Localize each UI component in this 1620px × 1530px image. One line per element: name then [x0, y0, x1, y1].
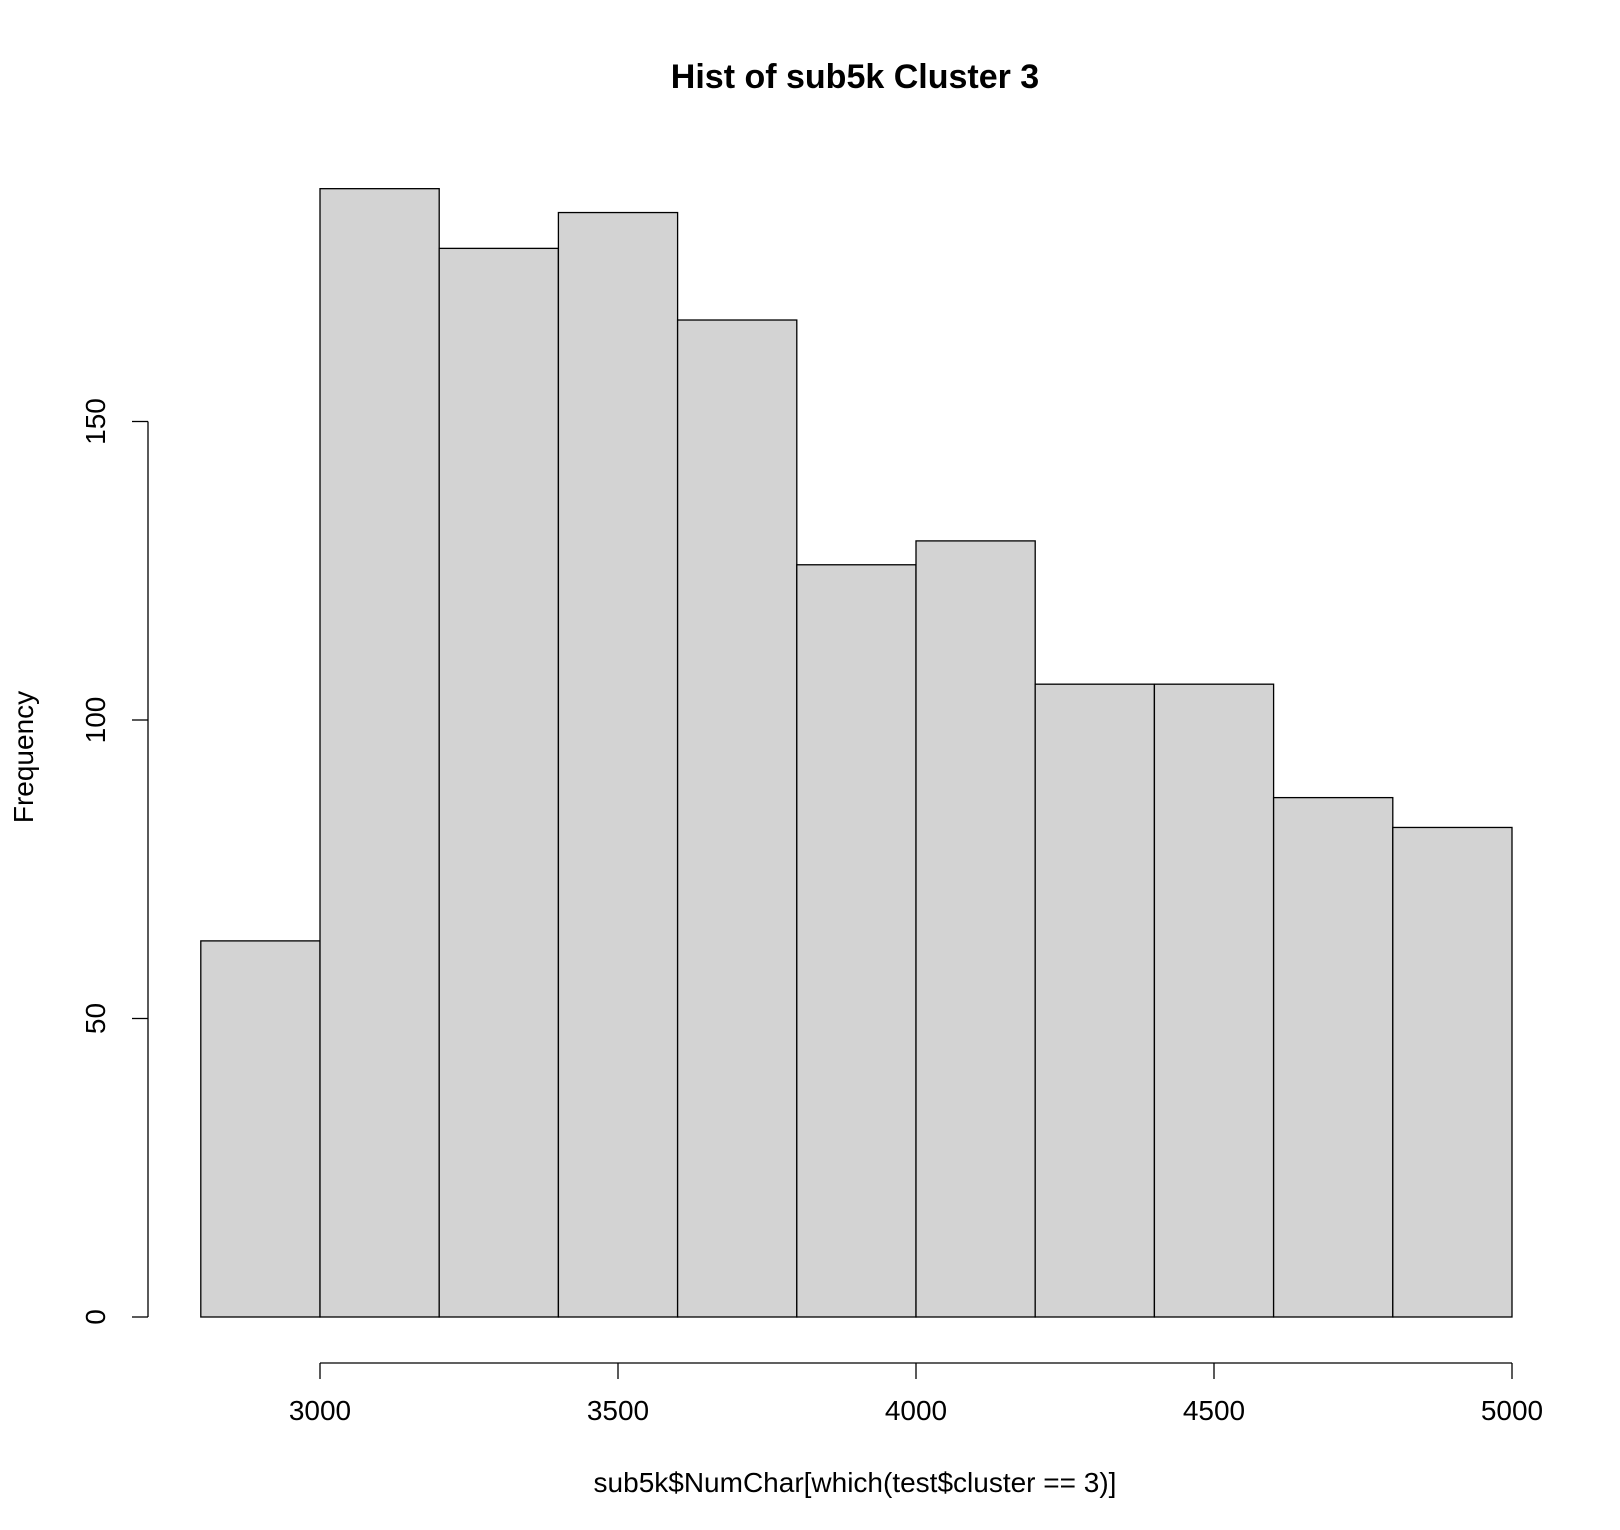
y-tick-label-100: 100	[80, 697, 111, 744]
histogram-bar-11	[1392, 826, 1513, 1318]
histogram-bar-9	[1153, 683, 1275, 1318]
x-tick-label-5000: 5000	[1481, 1395, 1543, 1426]
y-axis: 0 50 100 150	[80, 398, 149, 1325]
x-tick-label-4500: 4500	[1183, 1395, 1245, 1426]
y-axis-label: Frequency	[8, 691, 39, 823]
histogram-bar-1	[200, 940, 321, 1318]
y-tick-label-0: 0	[80, 1309, 111, 1325]
x-axis: 3000 3500 4000 4500 5000	[289, 1362, 1543, 1426]
x-tick-label-3000: 3000	[289, 1395, 351, 1426]
histogram-bar-2	[319, 188, 440, 1318]
histogram-bar-6	[796, 564, 917, 1318]
histogram-bar-4	[557, 211, 679, 1318]
x-axis-label: sub5k$NumChar[which(test$cluster == 3)]	[594, 1467, 1117, 1498]
histogram-bar-7	[915, 540, 1036, 1318]
histogram-bar-10	[1272, 796, 1394, 1318]
y-tick-label-150: 150	[80, 398, 111, 445]
histogram-bar-5	[676, 319, 798, 1318]
histogram-bars	[200, 188, 1513, 1318]
x-tick-label-3500: 3500	[587, 1395, 649, 1426]
histogram-bar-3	[438, 247, 560, 1318]
histogram-bar-8	[1034, 683, 1156, 1318]
chart-title: Hist of sub5k Cluster 3	[671, 58, 1039, 96]
y-tick-label-50: 50	[80, 1003, 111, 1034]
x-tick-label-4000: 4000	[885, 1395, 947, 1426]
